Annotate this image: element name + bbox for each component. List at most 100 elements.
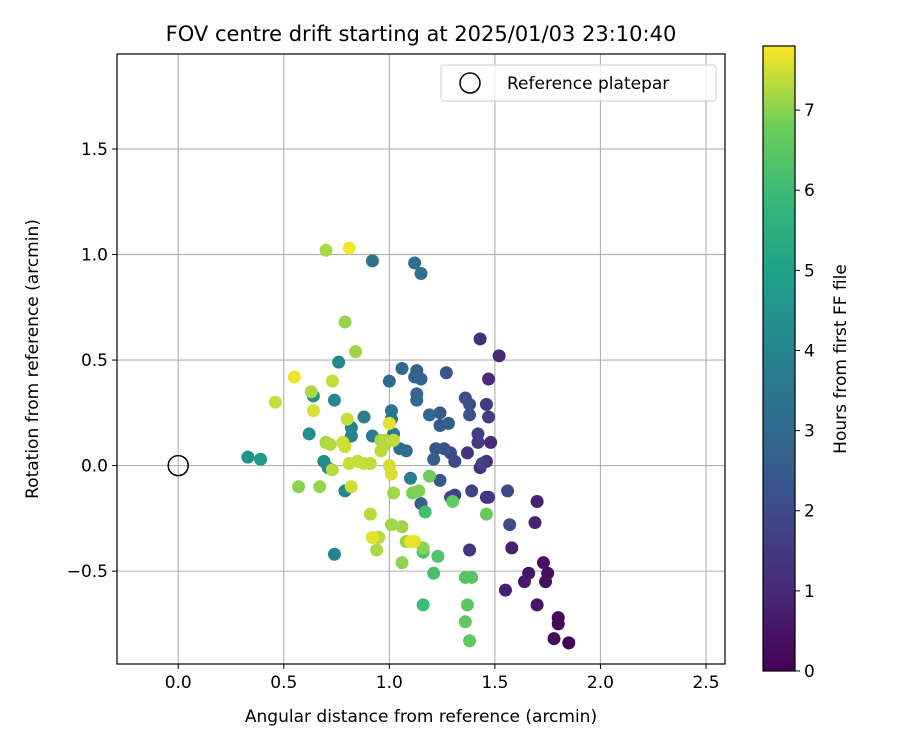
scatter-point (551, 611, 565, 625)
scatter-point (327, 393, 341, 407)
x-tick-label: 1.0 (376, 673, 403, 693)
scatter-point (395, 556, 409, 570)
colorbar-tick-label: 4 (804, 341, 815, 361)
scatter-point (465, 484, 479, 498)
x-axis-ticks: 0.0 0.5 1.0 1.5 2.0 2.5 (165, 664, 720, 693)
scatter-point (482, 410, 496, 424)
scatter-point (382, 416, 396, 430)
scatter-point (479, 397, 493, 411)
y-tick-label: 0.0 (81, 457, 108, 477)
scatter-point (530, 598, 544, 612)
scatter-point (327, 547, 341, 561)
scatter-point (479, 507, 493, 521)
scatter-point (505, 541, 519, 555)
legend-box (440, 64, 717, 102)
scatter-point (349, 345, 363, 359)
scatter-point (408, 256, 422, 270)
y-tick-label: −0.5 (67, 562, 108, 582)
colorbar-tick-label: 2 (804, 502, 815, 522)
scatter-point (528, 516, 542, 530)
scatter-point (382, 374, 396, 388)
scatter-point (463, 634, 477, 648)
x-tick-label: 1.5 (481, 673, 508, 693)
scatter-point (325, 463, 339, 477)
scatter-point (370, 543, 384, 557)
scatter-point (539, 575, 553, 589)
x-tick-label: 2.5 (692, 673, 719, 693)
scatter-point (287, 370, 301, 384)
scatter-point (342, 241, 356, 255)
scatter-point (460, 446, 474, 460)
colorbar-tick-label: 3 (804, 422, 815, 442)
scatter-point (463, 408, 477, 422)
chart-title: FOV centre drift starting at 2025/01/03 … (166, 22, 677, 46)
scatter-point (463, 543, 477, 557)
scatter-point (403, 471, 417, 485)
scatter-point (302, 427, 316, 441)
scatter-point (418, 505, 432, 519)
scatter-point (427, 566, 441, 580)
legend-entry-reference: Reference platepar (507, 74, 669, 94)
scatter-point (446, 494, 460, 508)
grid-lines (117, 54, 725, 664)
scatter-point (338, 315, 352, 329)
scatter-point (448, 454, 462, 468)
scatter-point (412, 484, 426, 498)
scatter-point (475, 456, 489, 470)
colorbar-ticks: 0 1 2 3 4 5 6 7 (795, 101, 815, 682)
scatter-point (465, 570, 479, 584)
scatter-point (384, 518, 398, 532)
colorbar-gradient (762, 45, 796, 672)
scatter-point (482, 490, 496, 504)
scatter-point (403, 535, 417, 549)
scatter-point (323, 437, 337, 451)
scatter-point (374, 444, 388, 458)
scatter-point (241, 450, 255, 464)
scatter-point (254, 452, 268, 466)
scatter-point (471, 427, 485, 441)
colorbar-tick-label: 7 (804, 101, 815, 121)
scatter-point (336, 435, 350, 449)
scatter-point (319, 243, 333, 257)
scatter-point (332, 355, 346, 369)
scatter-point (422, 469, 436, 483)
colorbar-tick-label: 6 (804, 181, 815, 201)
scatter-point (536, 556, 550, 570)
scatter-point (268, 395, 282, 409)
scatter-point (410, 393, 424, 407)
y-tick-label: 0.5 (81, 351, 108, 371)
scatter-point (342, 456, 356, 470)
scatter-point (384, 467, 398, 481)
plot-frame (116, 53, 726, 665)
scatter-point (433, 473, 447, 487)
scatter-point (365, 530, 379, 544)
colorbar-tick-label: 1 (804, 582, 815, 602)
y-axis-ticks: −0.5 0.0 0.5 1.0 1.5 (67, 140, 117, 582)
scatter-point (429, 442, 443, 456)
scatter-point (395, 520, 409, 534)
scatter-point (460, 598, 474, 612)
scatter-point (344, 480, 358, 494)
scatter-point (399, 444, 413, 458)
scatter-point (365, 254, 379, 268)
scatter-point (340, 412, 354, 426)
colorbar: 0 1 2 3 4 5 6 7 Hours from first FF file (762, 45, 851, 682)
scatter-point (414, 372, 428, 386)
colorbar-tick-label: 5 (804, 261, 815, 281)
x-tick-label: 0.5 (270, 673, 297, 693)
scatter-point (414, 267, 428, 281)
scatter-point (501, 484, 515, 498)
y-axis-label: Rotation from reference (arcmin) (23, 219, 43, 499)
scatter-point (547, 632, 561, 646)
scatter-point (422, 408, 436, 422)
scatter-point (431, 549, 445, 563)
scatter-point (427, 452, 441, 466)
legend: Reference platepar (440, 64, 717, 102)
scatter-point (304, 385, 318, 399)
scatter-point (416, 598, 430, 612)
scatter-point (503, 518, 517, 532)
scatter-point (357, 456, 371, 470)
scatter-point (492, 349, 506, 363)
scatter-point (562, 636, 576, 650)
